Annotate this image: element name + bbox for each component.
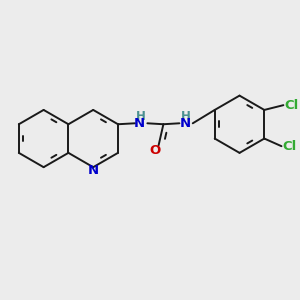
- Text: Cl: Cl: [282, 140, 296, 153]
- Text: N: N: [180, 117, 191, 130]
- Text: H: H: [181, 110, 191, 123]
- Text: H: H: [136, 110, 146, 123]
- Text: Cl: Cl: [284, 99, 298, 112]
- Text: N: N: [88, 164, 99, 178]
- Text: O: O: [149, 145, 160, 158]
- Text: N: N: [134, 117, 145, 130]
